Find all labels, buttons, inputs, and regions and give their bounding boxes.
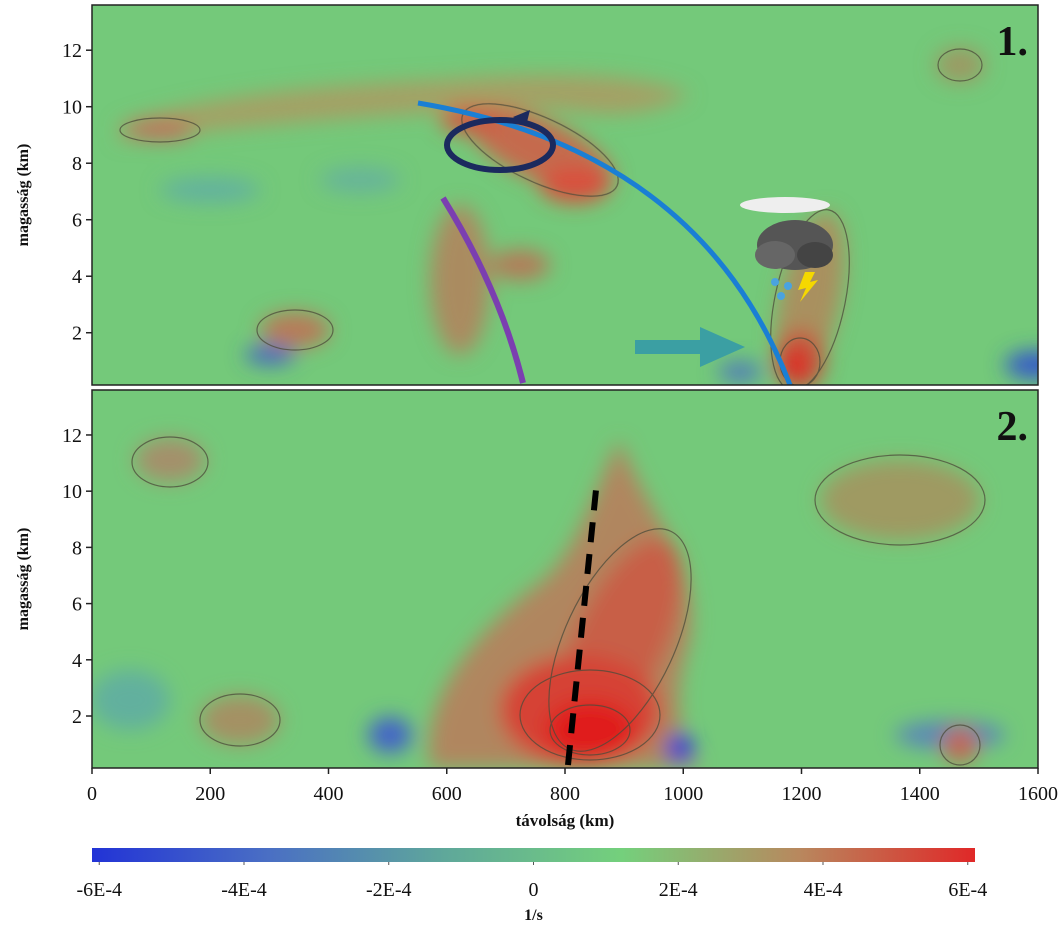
y-tick-label: 8	[72, 153, 82, 175]
y-axis-label: magasság (km)	[15, 144, 32, 247]
colorbar-label: 1/s	[524, 907, 543, 924]
colorbar-tick-label: -4E-4	[221, 879, 267, 901]
colorbar-tick-label: 0	[529, 879, 539, 901]
x-tick-label: 1000	[663, 783, 703, 805]
colorbar-tick-label: -2E-4	[366, 879, 412, 901]
y-tick-label: 12	[62, 40, 82, 62]
x-tick-label: 0	[87, 783, 97, 805]
y-tick-label: 12	[62, 425, 82, 447]
colorbar-tick-label: 2E-4	[659, 879, 698, 901]
panel-label: 1.	[997, 19, 1029, 65]
colorbar-tick-label: 4E-4	[804, 879, 843, 901]
y-tick-label: 10	[62, 97, 82, 119]
y-tick-label: 6	[72, 594, 82, 616]
field-panel-2	[92, 390, 1038, 768]
x-tick-label: 1600	[1018, 783, 1058, 805]
y-tick-label: 6	[72, 210, 82, 232]
y-tick-label: 4	[72, 650, 82, 672]
colorbar-tick-label: 6E-4	[948, 879, 987, 901]
field-panel-1	[92, 5, 1038, 385]
x-axis-label: távolság (km)	[516, 811, 615, 830]
y-tick-label: 10	[62, 481, 82, 503]
y-tick-label: 4	[72, 266, 82, 288]
y-tick-label: 2	[72, 323, 82, 345]
x-tick-label: 800	[550, 783, 580, 805]
colorbar	[92, 848, 975, 862]
y-tick-label: 2	[72, 706, 82, 728]
panel-frame	[91, 4, 1039, 386]
x-tick-label: 200	[195, 783, 225, 805]
x-tick-label: 600	[432, 783, 462, 805]
y-axis-label: magasság (km)	[15, 528, 32, 631]
x-tick-label: 1400	[900, 783, 940, 805]
y-tick-label: 8	[72, 537, 82, 559]
x-tick-label: 400	[314, 783, 344, 805]
x-tick-label: 1200	[782, 783, 822, 805]
panel-label: 2.	[997, 404, 1029, 450]
colorbar-tick-label: -6E-4	[76, 879, 122, 901]
